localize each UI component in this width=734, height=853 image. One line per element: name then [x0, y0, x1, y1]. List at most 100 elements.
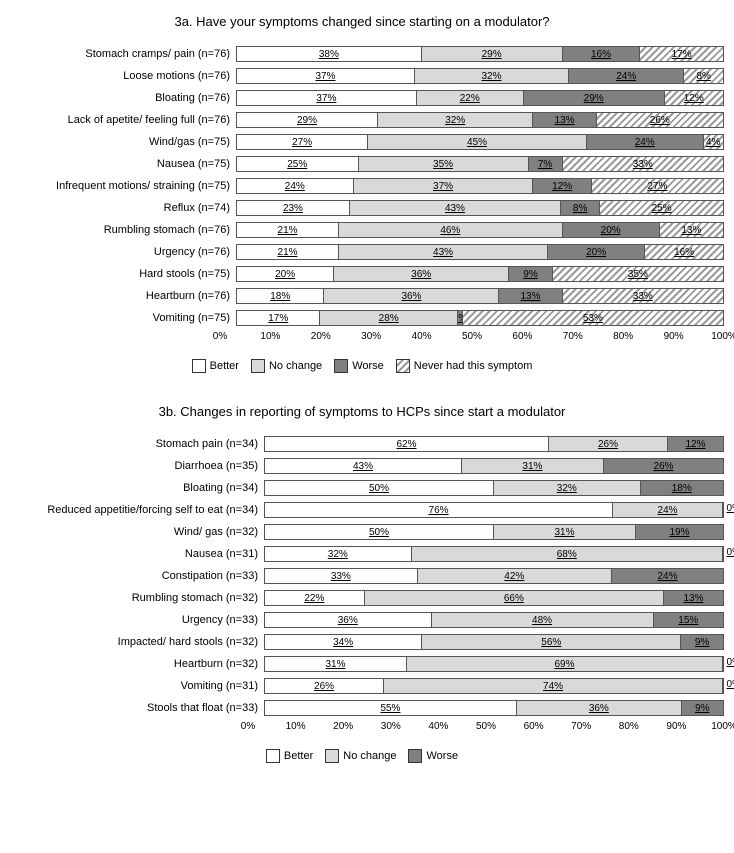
- chartB-bar: 76%24%0%: [264, 502, 724, 518]
- chartB-seg-value: 13%: [683, 593, 703, 604]
- chartA-seg-nochange: 29%: [422, 47, 563, 61]
- chartA-seg-nochange: 36%: [334, 267, 509, 281]
- chartA-seg-value: 33%: [633, 291, 653, 302]
- chartB-axis-tick: 40%: [428, 721, 448, 732]
- chartB-bar: 36%48%15%: [264, 612, 724, 628]
- chartB-seg-value: 66%: [504, 593, 524, 604]
- chartA-seg-never: 4%: [704, 135, 723, 149]
- chartA-bar: 21%46%20%13%: [236, 222, 724, 238]
- chartA-bar: 38%29% 16% 17%: [236, 46, 724, 62]
- chartB-axis-tick: 50%: [476, 721, 496, 732]
- chartB-seg-value: 32%: [328, 549, 348, 560]
- chartB-seg-better: 55%: [265, 701, 517, 715]
- chartB-seg-worse: 9%: [682, 701, 723, 715]
- chartB-legend-label: No change: [343, 750, 396, 762]
- chartB-seg-better: 50%: [265, 525, 494, 539]
- chartA-bar-row: 21%46%20%13%: [236, 219, 724, 241]
- chartA-seg-worse: 7%: [529, 157, 563, 171]
- chartB-bar-row: 31%69%0%: [264, 653, 724, 675]
- chartA-bar-row: 24%37%12%27%: [236, 175, 724, 197]
- chartB-row-label: Stomach pain (n=34): [156, 433, 258, 455]
- chartB-seg-better: 34%: [265, 635, 422, 649]
- chartA-bar: 17%28%1%53%: [236, 310, 724, 326]
- chartA-row-label: Reflux (n=74): [164, 197, 230, 219]
- chartA-seg-value: 16%: [591, 49, 611, 60]
- chartB-seg-value: 9%: [695, 703, 709, 714]
- chartB-seg-nochange: 48%: [432, 613, 654, 627]
- chartA-bar-row: 37%32%24%8%: [236, 65, 724, 87]
- chartB-bar-row: 22%66%13%: [264, 587, 724, 609]
- chartA-seg-value: 17%: [268, 313, 288, 324]
- chartB-seg-value: 31%: [325, 659, 345, 670]
- chartA-seg-value: 17%: [672, 49, 692, 60]
- chartB-legend-label: Better: [284, 750, 313, 762]
- chartA-seg-never: 17%: [640, 47, 723, 61]
- chartA-row-label: Infrequent motions/ straining (n=75): [56, 175, 230, 197]
- chartA-seg-value: 37%: [316, 71, 336, 82]
- chartB-row-label: Wind/ gas (n=32): [174, 521, 258, 543]
- chartA-seg-better: 23%: [237, 201, 350, 215]
- chartB-bar-row: 62%26%12%: [264, 433, 724, 455]
- chartA-seg-worse: 29%: [524, 91, 665, 105]
- chartB-seg-value: 48%: [532, 615, 552, 626]
- chartA-seg-never: 12%: [665, 91, 723, 105]
- chartA-seg-value: 13%: [521, 291, 541, 302]
- chartA-bar-row: 20%36%9%35%: [236, 263, 724, 285]
- chartB: 3b. Changes in reporting of symptoms to …: [0, 404, 724, 766]
- chartB-bar: 50%31% 19%: [264, 524, 724, 540]
- chartB-row-label: Vomiting (n=31): [181, 675, 258, 697]
- chartA-legend-item: No change: [251, 359, 322, 373]
- chartA-axis-tick: 30%: [361, 331, 381, 342]
- chartB-seg-nochange: 31%: [494, 525, 636, 539]
- chartA-seg-better: 37%: [237, 91, 417, 105]
- chartB-seg-nochange: 42%: [418, 569, 612, 583]
- chartA-seg-value: 21%: [278, 225, 298, 236]
- chartB-seg-value: 26%: [653, 461, 673, 472]
- chartA-seg-value: 35%: [628, 269, 648, 280]
- chartA-seg-worse: 9%: [509, 267, 553, 281]
- chartB-axis-tick: 100%: [711, 721, 734, 732]
- chartA-bar-row: 17%28%1%53%: [236, 307, 724, 329]
- chartA-seg-value: 20%: [601, 225, 621, 236]
- legend-swatch-icon: [266, 749, 280, 763]
- chartB-axis-tick: 90%: [666, 721, 686, 732]
- chartB-axis-tick: 30%: [381, 721, 401, 732]
- chartB-seg-worse: 12%: [668, 437, 723, 451]
- chartA-legend-label: Better: [210, 360, 239, 372]
- chartA-bar-row: 18%36%13%33%: [236, 285, 724, 307]
- chartA-seg-never: 8%: [684, 69, 722, 83]
- chartB-seg-nochange: 66%: [365, 591, 664, 605]
- chartB-seg-nochange: 74%: [384, 679, 723, 693]
- chartA-seg-value: 43%: [445, 203, 465, 214]
- chartA-bar-row: 37% 22%29%12%: [236, 87, 724, 109]
- chartA-seg-better: 38%: [237, 47, 422, 61]
- chartA-bar: 37% 22%29%12%: [236, 90, 724, 106]
- chartA-seg-value: 53%: [583, 313, 603, 324]
- chartA-seg-value: 24%: [635, 137, 655, 148]
- chartA-row-label: Hard stools (n=75): [139, 263, 230, 285]
- chartB-seg-better: 76%: [265, 503, 613, 517]
- chartB-bar: 55%36%9%: [264, 700, 724, 716]
- chartB-seg-value: 0%: [727, 679, 734, 690]
- chartB-seg-nochange: 56%: [422, 635, 681, 649]
- chartA-seg-value: 37%: [316, 93, 336, 104]
- chartA-bar-row: 29%32%13%26%: [236, 109, 724, 131]
- chartA-seg-nochange: 22%: [417, 91, 524, 105]
- chartA-seg-nochange: 28%: [320, 311, 457, 325]
- chartA-seg-never: 26%: [597, 113, 723, 127]
- chartB-row-label: Constipation (n=33): [162, 565, 258, 587]
- chartA-seg-better: 37%: [237, 69, 415, 83]
- chartA-seg-value: 21%: [278, 247, 298, 258]
- chartB-seg-value: 19%: [669, 527, 689, 538]
- chartB-seg-value: 68%: [557, 549, 577, 560]
- legend-swatch-icon: [192, 359, 206, 373]
- chartA-legend-item: Never had this symptom: [396, 359, 533, 373]
- chartA-seg-worse: 20%: [548, 245, 645, 259]
- chartB-bar: 31%69%0%: [264, 656, 724, 672]
- chartB-area: Stomach pain (n=34)Diarrhoea (n=35)Bloat…: [10, 433, 724, 719]
- chartA-legend: BetterNo changeWorseNever had this sympt…: [0, 359, 724, 376]
- chartA-seg-value: 32%: [482, 71, 502, 82]
- chartB-bar-row: 43%31%26%: [264, 455, 724, 477]
- chartA-seg-worse: 13%: [533, 113, 596, 127]
- chartA-seg-never: 25%: [600, 201, 723, 215]
